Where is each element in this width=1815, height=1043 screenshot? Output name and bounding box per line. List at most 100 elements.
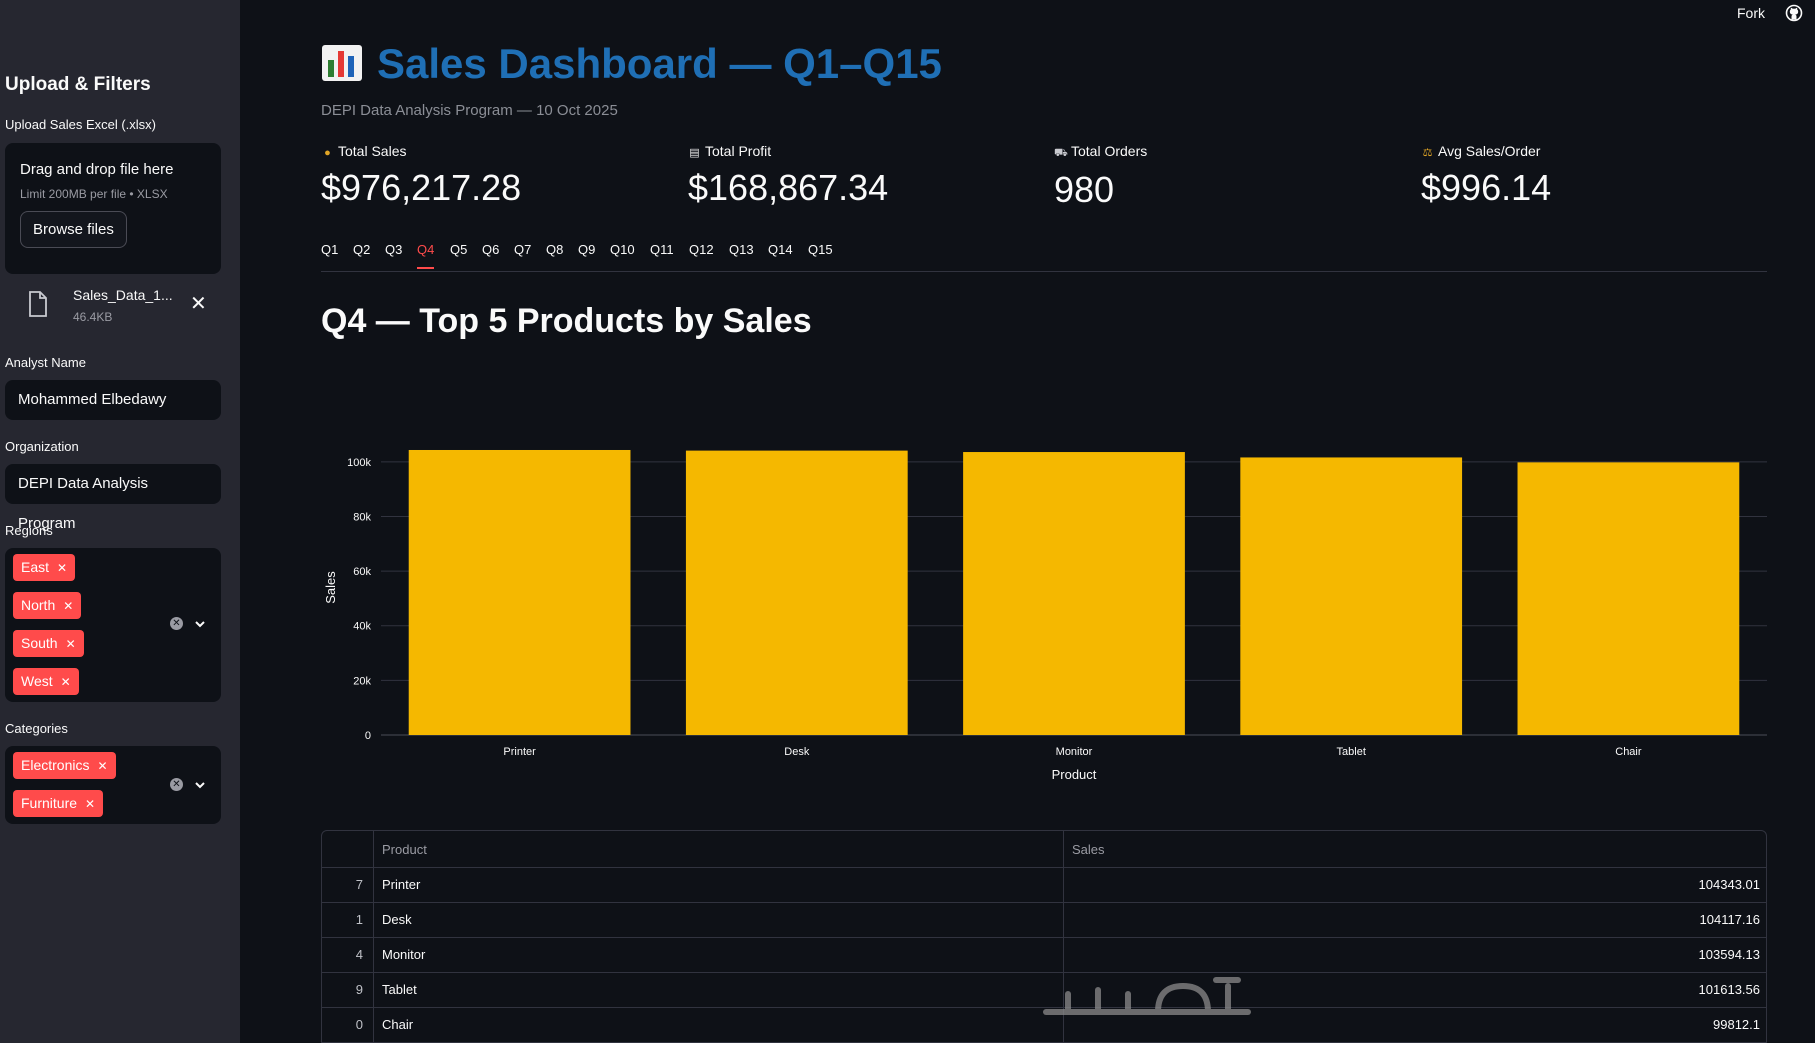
remove-tag-close-icon[interactable]: ✕ <box>60 675 71 689</box>
product-cell[interactable]: Tablet <box>373 973 1063 1007</box>
categories-multiselect[interactable]: Electronics ✕ Furniture ✕ ✕ <box>5 746 221 824</box>
github-icon[interactable] <box>1785 4 1803 22</box>
page-title-text: Sales Dashboard — Q1–Q15 <box>377 40 942 87</box>
bar-chair <box>1517 462 1740 735</box>
row-index: 9 <box>355 982 363 997</box>
bar-monitor <box>963 452 1185 735</box>
table-row: 9 Tablet 101613.56 <box>322 973 1766 1008</box>
tab-q10[interactable]: Q10 <box>610 242 635 257</box>
tab-q11[interactable]: Q11 <box>650 242 674 257</box>
page-caption: DEPI Data Analysis Program — 10 Oct 2025 <box>321 102 618 119</box>
regions-multiselect[interactable]: East ✕ North ✕ South ✕ West ✕ ✕ <box>5 548 221 702</box>
row-index: 7 <box>355 877 363 892</box>
remove-tag-close-icon[interactable]: ✕ <box>65 637 76 651</box>
y-tick-label: 100k <box>347 457 371 469</box>
tab-q8[interactable]: Q8 <box>546 242 564 257</box>
x-tick-label: Printer <box>503 746 536 758</box>
file-name: Sales_Data_1... <box>73 287 173 303</box>
x-tick-label: Chair <box>1615 746 1642 758</box>
metric-total-orders: ⛟ Total Orders 980 <box>1054 143 1147 211</box>
metric-label-text: Avg Sales/Order <box>1438 143 1541 159</box>
section-title: Q4 — Top 5 Products by Sales <box>321 302 812 340</box>
tab-q14[interactable]: Q14 <box>768 242 793 257</box>
sales-cell[interactable]: 104117.16 <box>1063 903 1766 937</box>
regions-label: Regions <box>5 523 53 538</box>
watermark-logo <box>1043 977 1251 1015</box>
region-tag-north: North ✕ <box>13 592 82 619</box>
page-title: Sales Dashboard — Q1–Q15 <box>321 40 942 88</box>
product-cell[interactable]: Monitor <box>373 938 1063 972</box>
uploaded-file: Sales_Data_1... 46.4KB ✕ <box>5 285 221 329</box>
file-icon <box>29 291 47 317</box>
organization-input[interactable]: DEPI Data Analysis Program <box>5 464 221 532</box>
metric-label: ● Total Sales <box>321 143 521 159</box>
tag-label: South <box>21 635 58 651</box>
region-tag-west: West ✕ <box>13 668 79 695</box>
metric-value: $168,867.34 <box>688 167 889 208</box>
tab-q7[interactable]: Q7 <box>514 242 532 257</box>
categories-label: Categories <box>5 721 68 736</box>
chevron-down-icon[interactable] <box>193 778 207 792</box>
product-cell[interactable]: Chair <box>373 1008 1063 1042</box>
y-tick-label: 60k <box>353 566 371 578</box>
tab-q5[interactable]: Q5 <box>450 242 468 257</box>
tab-q4[interactable]: Q4 <box>417 242 435 269</box>
bar-tablet <box>1240 457 1463 735</box>
metric-label-text: Total Profit <box>705 143 772 159</box>
sales-cell[interactable]: 101613.56 <box>1063 973 1766 1007</box>
sales-cell[interactable]: 99812.1 <box>1063 1008 1766 1042</box>
remove-tag-close-icon[interactable]: ✕ <box>63 599 74 613</box>
tab-q2[interactable]: Q2 <box>353 242 371 257</box>
tab-q1[interactable]: Q1 <box>321 242 339 257</box>
metric-value: $976,217.28 <box>321 167 522 208</box>
x-tick-label: Desk <box>784 746 810 758</box>
chevron-down-icon[interactable] <box>193 617 207 631</box>
tab-q12[interactable]: Q12 <box>689 242 714 257</box>
analyst-name-input[interactable]: Mohammed Elbedawy <box>5 380 221 420</box>
table-header: Product Sales <box>322 831 1766 868</box>
metric-avg-sales-order: ⚖ Avg Sales/Order $996.14 <box>1421 143 1551 209</box>
y-tick-label: 40k <box>353 621 371 633</box>
tab-q13[interactable]: Q13 <box>729 242 754 257</box>
product-cell[interactable]: Printer <box>373 868 1063 902</box>
row-index: 1 <box>355 912 363 927</box>
scale-icon: ⚖ <box>1422 147 1433 159</box>
sidebar-title: Upload & Filters <box>5 74 151 95</box>
index-header <box>322 831 373 867</box>
y-axis-label: Sales <box>323 571 338 604</box>
main-content: Fork Sales Dashboard — Q1–Q15 DEPI Data … <box>240 0 1815 1043</box>
clear-all-icon[interactable]: ✕ <box>170 778 183 791</box>
row-index: 0 <box>355 1017 363 1032</box>
sales-cell[interactable]: 104343.01 <box>1063 868 1766 902</box>
tag-label: Furniture <box>21 795 78 811</box>
remove-file-close-icon[interactable]: ✕ <box>190 293 207 315</box>
sales-cell[interactable]: 103594.13 <box>1063 938 1766 972</box>
tab-q6[interactable]: Q6 <box>482 242 500 257</box>
table-row: 4 Monitor 103594.13 <box>322 938 1766 973</box>
column-header-sales[interactable]: Sales <box>1063 831 1766 867</box>
metric-total-profit: ▤ Total Profit $168,867.34 <box>688 143 888 209</box>
remove-tag-close-icon[interactable]: ✕ <box>57 561 68 575</box>
bar-chart-emoji-icon <box>322 45 362 81</box>
upload-limit-text: Limit 200MB per file • XLSX <box>20 187 168 201</box>
x-tick-label: Monitor <box>1056 746 1093 758</box>
tag-label: Electronics <box>21 757 90 773</box>
fork-button[interactable]: Fork <box>1737 5 1765 21</box>
category-tag-furniture: Furniture ✕ <box>13 790 104 817</box>
category-tag-electronics: Electronics ✕ <box>13 752 116 779</box>
y-tick-label: 80k <box>353 511 371 523</box>
browse-files-button[interactable]: Browse files <box>20 211 127 248</box>
column-header-product[interactable]: Product <box>373 831 1063 867</box>
tab-q15[interactable]: Q15 <box>808 242 833 257</box>
region-tag-south: South ✕ <box>13 630 84 657</box>
clear-all-icon[interactable]: ✕ <box>170 617 183 630</box>
product-cell[interactable]: Desk <box>373 903 1063 937</box>
bar-printer <box>408 449 631 735</box>
cart-icon: ⛟ <box>1054 147 1068 159</box>
tab-q3[interactable]: Q3 <box>385 242 403 257</box>
remove-tag-close-icon[interactable]: ✕ <box>97 759 108 773</box>
remove-tag-close-icon[interactable]: ✕ <box>85 797 96 811</box>
tab-q9[interactable]: Q9 <box>578 242 596 257</box>
file-uploader-dropzone[interactable]: Drag and drop file here Limit 200MB per … <box>5 143 221 274</box>
file-size: 46.4KB <box>73 310 113 324</box>
